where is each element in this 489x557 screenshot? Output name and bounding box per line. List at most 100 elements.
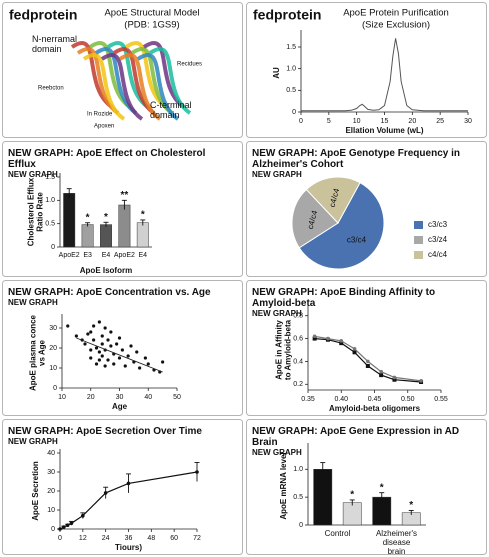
y-tick-label: 0 <box>292 109 296 116</box>
x-axis-label: Tiours) <box>115 543 142 552</box>
y-tick-label: 0 <box>299 522 303 529</box>
point <box>66 324 70 328</box>
y-tick-label: 40 <box>47 450 55 457</box>
trend-line <box>76 337 163 373</box>
point <box>109 330 113 334</box>
x-tick-label: 0.45 <box>368 396 382 403</box>
bar <box>313 469 333 526</box>
panel-subtitle: NEW GRAPH <box>8 298 58 307</box>
y-tick-label: 1.0 <box>293 466 303 473</box>
line <box>314 335 422 382</box>
x-axis-label: ApoE Isoform <box>80 266 132 275</box>
x-tick-label: 20 <box>408 118 416 125</box>
structure-label: Apoxen <box>94 124 114 130</box>
point <box>89 348 93 352</box>
point <box>94 346 99 350</box>
line <box>314 338 422 383</box>
point <box>103 326 107 330</box>
bar <box>81 224 94 248</box>
y-tick-label: 0.8 <box>293 313 303 320</box>
point <box>97 320 101 324</box>
bar <box>100 224 112 248</box>
significance: * <box>141 210 145 221</box>
structure-label: Recidues <box>177 62 202 68</box>
y-axis-label: AU <box>272 67 281 79</box>
x-tick-label: 72 <box>193 535 201 542</box>
marker <box>352 350 357 355</box>
x-tick-label: E3 <box>83 252 92 259</box>
x-axis-label: Age <box>112 402 128 411</box>
significance: * <box>380 482 384 493</box>
panel <box>246 280 487 416</box>
legend-label: c4/c4 <box>428 250 448 259</box>
y-tick-label: 10 <box>47 507 55 514</box>
y-axis-label: ApoE mRNA level <box>279 452 288 519</box>
panel-title: ApoE Protein Purification <box>343 8 449 19</box>
panel-subtitle: NEW GRAPH <box>252 170 302 179</box>
structure-label: Reebcton <box>38 86 64 92</box>
marker <box>58 527 62 531</box>
panel-title: NEW GRAPH: ApoE Effect on Cholesterol Eff… <box>8 148 206 170</box>
point <box>92 324 96 328</box>
pie-slice <box>298 181 385 270</box>
point <box>89 356 93 360</box>
point <box>83 342 87 346</box>
point <box>138 366 142 370</box>
legend-label: c3/z4 <box>428 235 448 244</box>
point <box>123 364 127 368</box>
y-axis-label: ApoE plasma concevs Age <box>29 314 47 391</box>
point <box>97 350 101 354</box>
y-tick-label: 0.5 <box>293 494 303 501</box>
x-tick-label: E4 <box>139 252 148 259</box>
x-tick-label: ApoE2 <box>59 252 80 259</box>
legend-swatch <box>414 251 423 259</box>
panel <box>2 280 243 416</box>
panel-title: NEW GRAPH: ApoE Concentration vs. Age <box>8 287 211 298</box>
y-tick-label: 0.2 <box>293 381 303 388</box>
x-axis-label: Ellation Volume (wL) <box>345 126 423 135</box>
structure-label: C-terminal domain <box>150 100 192 120</box>
marker <box>392 377 397 382</box>
y-axis-label: ApoE Secretion <box>31 461 40 521</box>
x-tick-label: 50 <box>173 394 181 401</box>
point <box>120 348 124 352</box>
point <box>143 356 147 360</box>
panel-subtitle: (Size Exclusion) <box>362 20 430 31</box>
panel-subtitle: (PDB: 1GS9) <box>124 20 179 31</box>
significance: ** <box>121 190 129 201</box>
y-axis-label: Cholesterol EffluxRatio Rate <box>27 177 45 246</box>
brand: fedprotein <box>9 7 77 23</box>
point <box>100 342 104 346</box>
ribbon <box>100 53 144 121</box>
point <box>94 362 99 366</box>
point <box>100 354 104 358</box>
point <box>129 344 133 348</box>
x-tick-label: E4 <box>102 252 111 259</box>
y-tick-label: 0.5 <box>45 221 55 228</box>
bar <box>136 222 149 248</box>
x-tick-label: 12 <box>79 535 87 542</box>
brand: fedprotein <box>253 7 321 23</box>
panel-title: NEW GRAPH: ApoE Gene Expression in AD Bra… <box>252 426 459 448</box>
x-tick-label: 15 <box>381 118 389 125</box>
y-tick-label: 20 <box>47 488 55 495</box>
marker <box>312 334 317 339</box>
x-tick-label: 0 <box>58 535 62 542</box>
y-tick-label: 0.4 <box>293 358 303 365</box>
point <box>89 330 93 334</box>
marker <box>195 470 199 474</box>
x-tick-label: Control <box>325 529 351 538</box>
y-tick-label: 0 <box>51 526 55 533</box>
x-tick-label: 0.50 <box>401 396 415 403</box>
point <box>103 364 107 368</box>
x-tick-label: 24 <box>102 535 110 542</box>
structure-label: N-nerramal domain <box>32 34 77 54</box>
ribbon <box>82 53 126 121</box>
marker <box>366 359 370 364</box>
point <box>115 342 119 346</box>
marker <box>419 379 423 383</box>
bar <box>118 204 131 248</box>
x-axis-label: Amyloid-beta oligomers <box>329 404 421 413</box>
marker <box>392 375 397 380</box>
